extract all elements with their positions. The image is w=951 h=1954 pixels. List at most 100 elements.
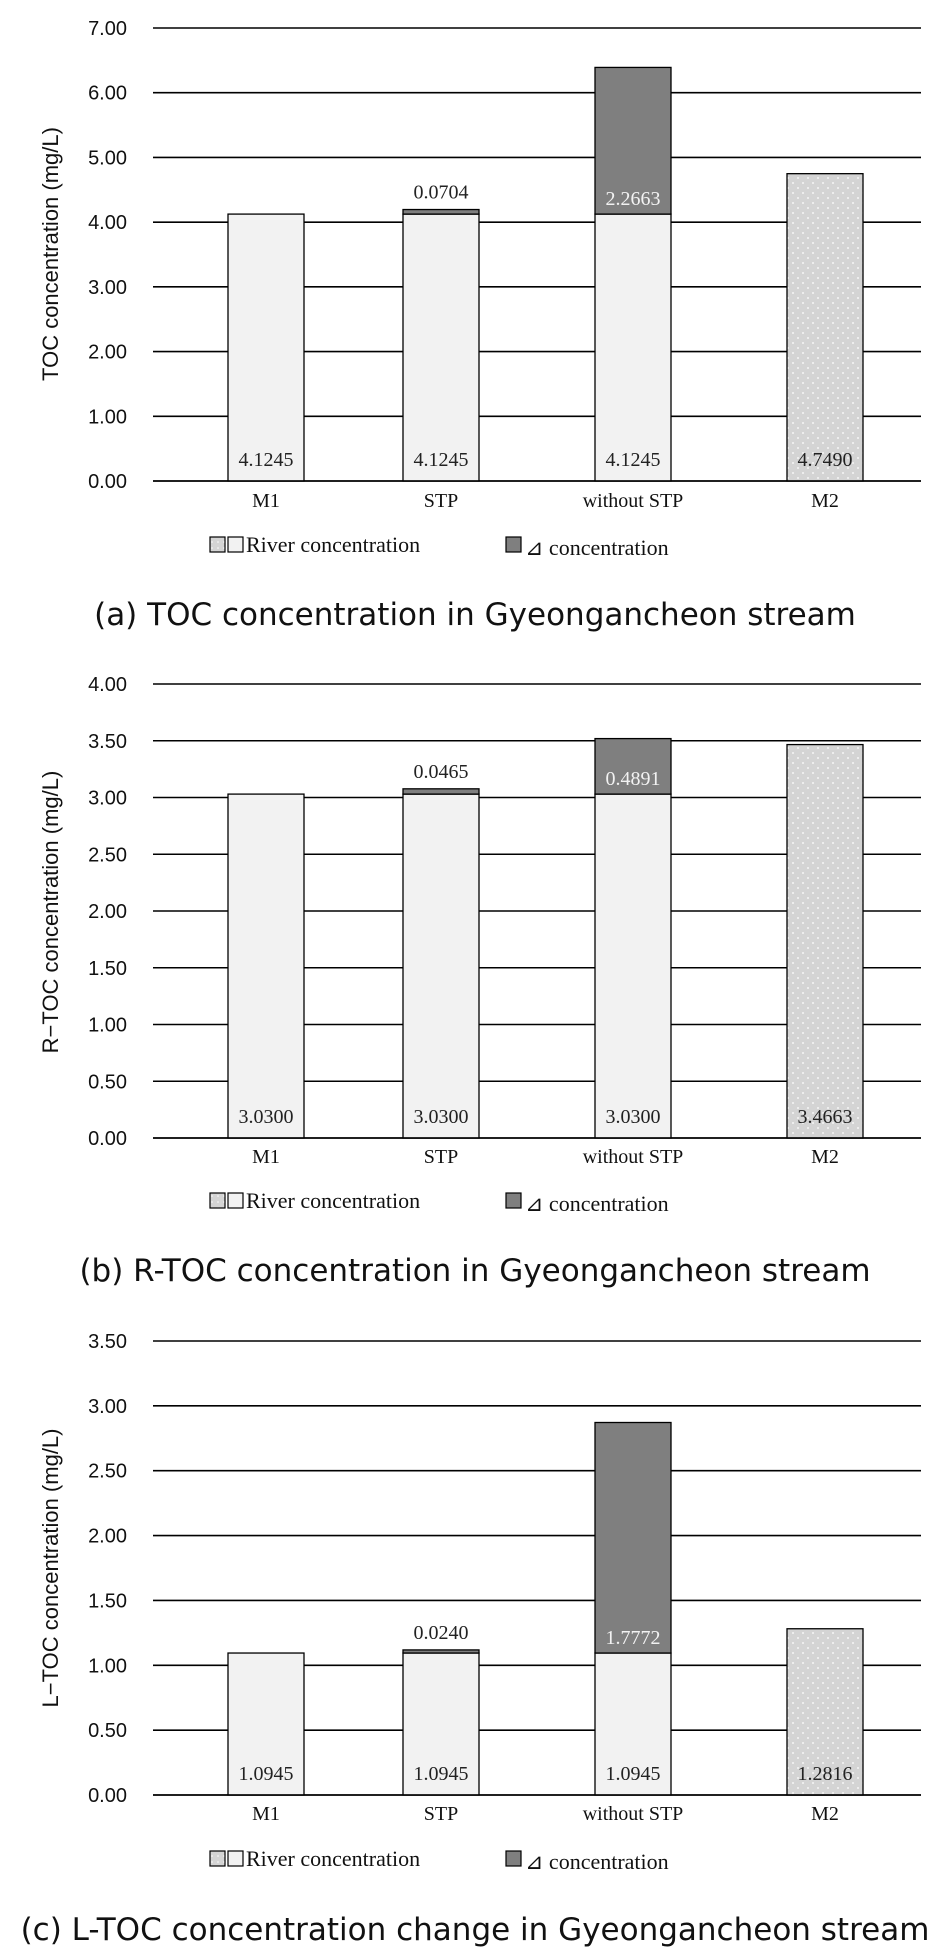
data-label-river: 4.1245 [414, 449, 469, 471]
y-tick-label: 1.00 [88, 1015, 127, 1037]
data-label-river: 4.1245 [606, 449, 661, 471]
data-label-river: 1.0945 [606, 1763, 661, 1785]
x-tick-label: STP [424, 490, 458, 512]
x-tick-label: M1 [252, 490, 280, 512]
legend-swatch-m2 [209, 536, 226, 553]
y-tick-label: 3.00 [88, 1396, 127, 1418]
legend: River concentration ⊿ concentration [209, 1188, 669, 1216]
legend-swatch-delta [505, 1192, 522, 1209]
legend: River concentration ⊿ concentration [209, 532, 669, 560]
bar-river-m1 [227, 793, 305, 1139]
bar-river-without-stp [594, 213, 672, 482]
bar-river-stp [402, 1652, 480, 1796]
y-tick-label: 2.00 [88, 1526, 127, 1548]
y-tick-label: 1.50 [88, 1590, 127, 1612]
data-label-river: 1.2816 [798, 1763, 853, 1785]
bar-river-m2 [786, 743, 864, 1139]
data-label-delta: 0.4891 [606, 768, 661, 790]
chart-panel-a: 0.00 1.00 2.00 3.00 4.00 5.00 6.00 7.00 TOC conc… [38, 18, 921, 633]
data-label-delta: 0.0240 [414, 1622, 469, 1644]
y-tick-label: 0.50 [88, 1071, 127, 1093]
data-label-delta: 2.2663 [606, 188, 661, 210]
x-tick-label: without STP [583, 1803, 684, 1825]
y-tick-label: 0.50 [88, 1720, 127, 1742]
y-axis-label: R−TOC concentration (mg/L) [38, 771, 63, 1054]
y-tick-label: 2.00 [88, 342, 127, 364]
y-tick-label: 2.50 [88, 1461, 127, 1483]
data-label-river: 1.0945 [239, 1763, 294, 1785]
y-tick-label: 6.00 [88, 83, 127, 105]
x-tick-label: M2 [811, 1803, 839, 1825]
y-tick-label: 3.50 [88, 1331, 127, 1353]
bar-river-without-stp [594, 1652, 672, 1796]
data-label-delta: 1.7772 [606, 1627, 661, 1649]
x-tick-label: M2 [811, 1146, 839, 1168]
legend-swatch-river [227, 536, 244, 553]
data-label-river: 4.7490 [798, 449, 853, 471]
bar-delta-stp [402, 788, 480, 795]
figure-caption: (a) TOC concentration in Gyeongancheon s… [94, 597, 856, 633]
bar-delta-stp [402, 1649, 480, 1654]
x-tick-label: M2 [811, 490, 839, 512]
y-tick-label: 1.00 [88, 406, 127, 428]
legend-swatch-delta [505, 1850, 522, 1867]
x-tick-label: M1 [252, 1803, 280, 1825]
bar-river-m2 [786, 173, 864, 482]
y-tick-label: 0.00 [88, 1785, 127, 1807]
y-axis-label: L−TOC concentration (mg/L) [38, 1429, 63, 1708]
bar-river-m1 [227, 213, 305, 482]
data-label-delta: 0.0704 [414, 182, 469, 204]
chart-panel-b: 0.00 0.50 1.00 1.50 2.00 2.50 3.00 3.50 4.00 R−TO… [38, 674, 921, 1289]
legend-swatch-river [227, 1192, 244, 1209]
y-axis-label: TOC concentration (mg/L) [38, 127, 63, 381]
y-tick-label: 5.00 [88, 147, 127, 169]
y-tick-label: 4.00 [88, 674, 127, 696]
bar-delta-without-stp [594, 66, 672, 215]
legend-label-delta: ⊿ concentration [525, 1849, 669, 1874]
bar-delta-stp [402, 208, 480, 215]
y-tick-label: 2.50 [88, 844, 127, 866]
data-label-river: 3.0300 [414, 1106, 469, 1128]
legend-label-delta: ⊿ concentration [525, 535, 669, 560]
legend: River concentration ⊿ concentration [209, 1846, 669, 1874]
data-label-river: 3.0300 [606, 1106, 661, 1128]
bar-river-stp [402, 793, 480, 1139]
bar-river-m2 [786, 1628, 864, 1796]
legend-swatch-delta [505, 536, 522, 553]
legend-swatch-river [227, 1850, 244, 1867]
x-tick-label: without STP [583, 490, 684, 512]
figure-caption: (b) R-TOC concentration in Gyeongancheon… [79, 1253, 870, 1289]
bar-river-stp [402, 213, 480, 482]
legend-label-river: River concentration [246, 532, 420, 557]
figure-caption: (c) L-TOC concentration change in Gyeong… [21, 1912, 930, 1948]
y-tick-label: 3.00 [88, 277, 127, 299]
bar-river-without-stp [594, 793, 672, 1139]
y-tick-label: 2.00 [88, 901, 127, 923]
bar-river-m1 [227, 1652, 305, 1796]
y-tick-label: 1.00 [88, 1655, 127, 1677]
data-label-delta: 0.0465 [414, 761, 469, 783]
y-tick-label: 7.00 [88, 18, 127, 40]
chart-panel-c: 0.00 0.50 1.00 1.50 2.00 2.50 3.00 3.50 L−TOC co… [21, 1331, 930, 1948]
x-tick-label: M1 [252, 1146, 280, 1168]
data-label-river: 4.1245 [239, 449, 294, 471]
y-tick-label: 3.50 [88, 731, 127, 753]
data-label-river: 1.0945 [414, 1763, 469, 1785]
x-tick-label: STP [424, 1146, 458, 1168]
y-tick-label: 1.50 [88, 958, 127, 980]
data-label-river: 3.0300 [239, 1106, 294, 1128]
legend-label-river: River concentration [246, 1846, 420, 1871]
x-tick-label: without STP [583, 1146, 684, 1168]
legend-label-river: River concentration [246, 1188, 420, 1213]
y-tick-label: 3.00 [88, 788, 127, 810]
y-tick-label: 0.00 [88, 471, 127, 493]
legend-swatch-m2 [209, 1850, 226, 1867]
legend-label-delta: ⊿ concentration [525, 1191, 669, 1216]
bar-delta-without-stp [594, 737, 672, 795]
y-tick-label: 0.00 [88, 1128, 127, 1150]
x-tick-label: STP [424, 1803, 458, 1825]
bar-delta-without-stp [594, 1421, 672, 1654]
data-label-river: 3.4663 [798, 1106, 853, 1128]
y-tick-label: 4.00 [88, 212, 127, 234]
